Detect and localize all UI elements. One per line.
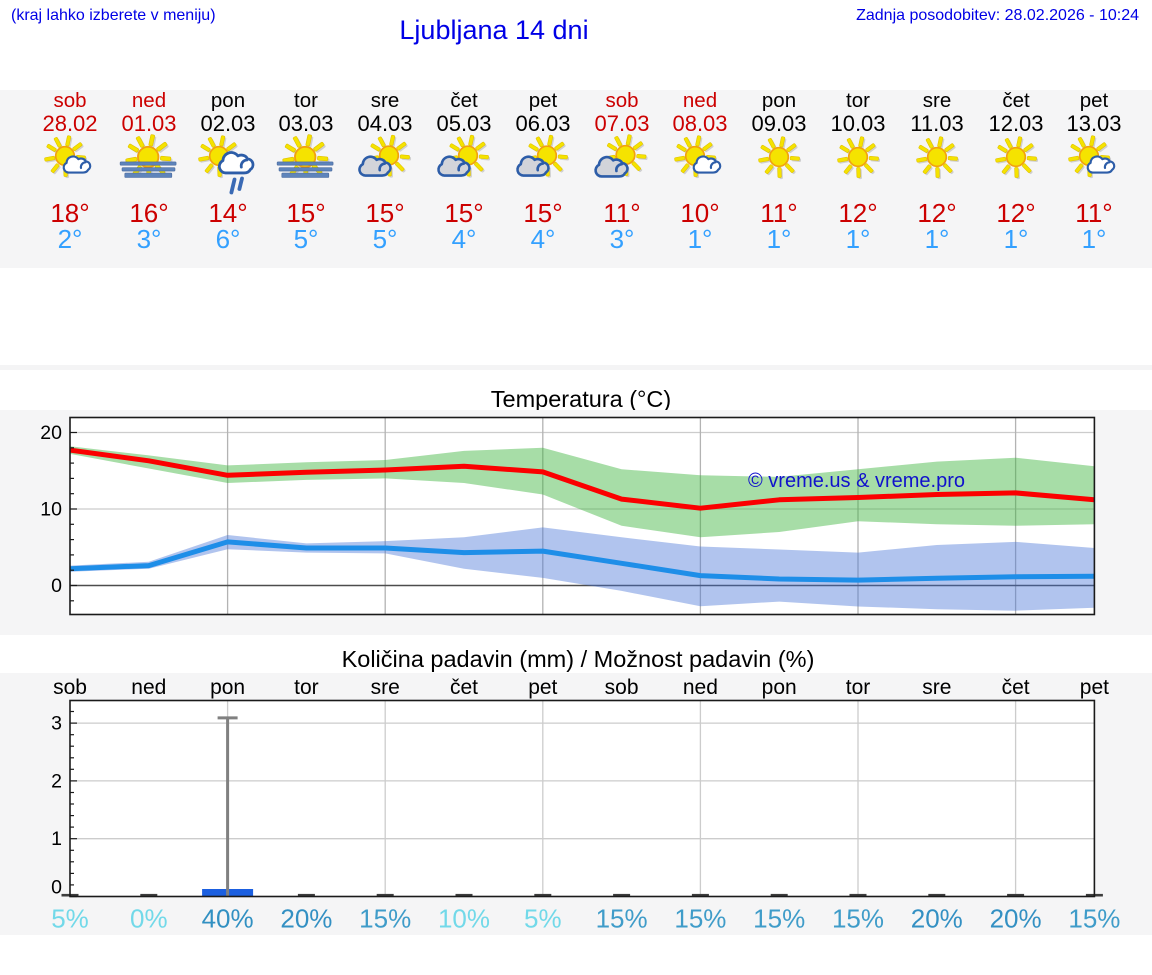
svg-text:sob: sob [605,676,639,699]
svg-text:20%: 20% [280,904,332,934]
svg-text:čet: čet [450,676,478,699]
svg-text:10: 10 [40,499,62,521]
svg-text:tor: tor [846,676,871,699]
svg-text:sob: sob [53,676,87,699]
svg-text:0: 0 [51,575,62,597]
svg-text:20%: 20% [911,904,963,934]
svg-text:15%: 15% [674,904,726,934]
svg-text:pet: pet [1080,676,1109,699]
svg-text:40%: 40% [202,904,254,934]
svg-text:sre: sre [371,676,400,699]
svg-text:20%: 20% [990,904,1042,934]
svg-text:pet: pet [528,676,557,699]
svg-text:ned: ned [683,676,718,699]
svg-text:0%: 0% [130,904,168,934]
svg-text:15%: 15% [753,904,805,934]
svg-text:1: 1 [51,828,62,850]
svg-text:tor: tor [294,676,319,699]
svg-text:15%: 15% [596,904,648,934]
svg-text:© vreme.us & vreme.pro: © vreme.us & vreme.pro [748,470,965,492]
svg-text:3: 3 [51,713,62,735]
svg-text:15%: 15% [1068,904,1120,934]
svg-text:pon: pon [762,676,797,699]
svg-text:ned: ned [131,676,166,699]
svg-text:čet: čet [1002,676,1030,699]
svg-text:pon: pon [210,676,245,699]
svg-text:5%: 5% [524,904,562,934]
svg-text:15%: 15% [359,904,411,934]
svg-text:2: 2 [51,770,62,792]
svg-text:sre: sre [922,676,951,699]
svg-text:5%: 5% [51,904,89,934]
svg-text:10%: 10% [438,904,490,934]
svg-text:0: 0 [51,877,62,899]
svg-text:15%: 15% [832,904,884,934]
svg-text:20: 20 [40,422,62,444]
